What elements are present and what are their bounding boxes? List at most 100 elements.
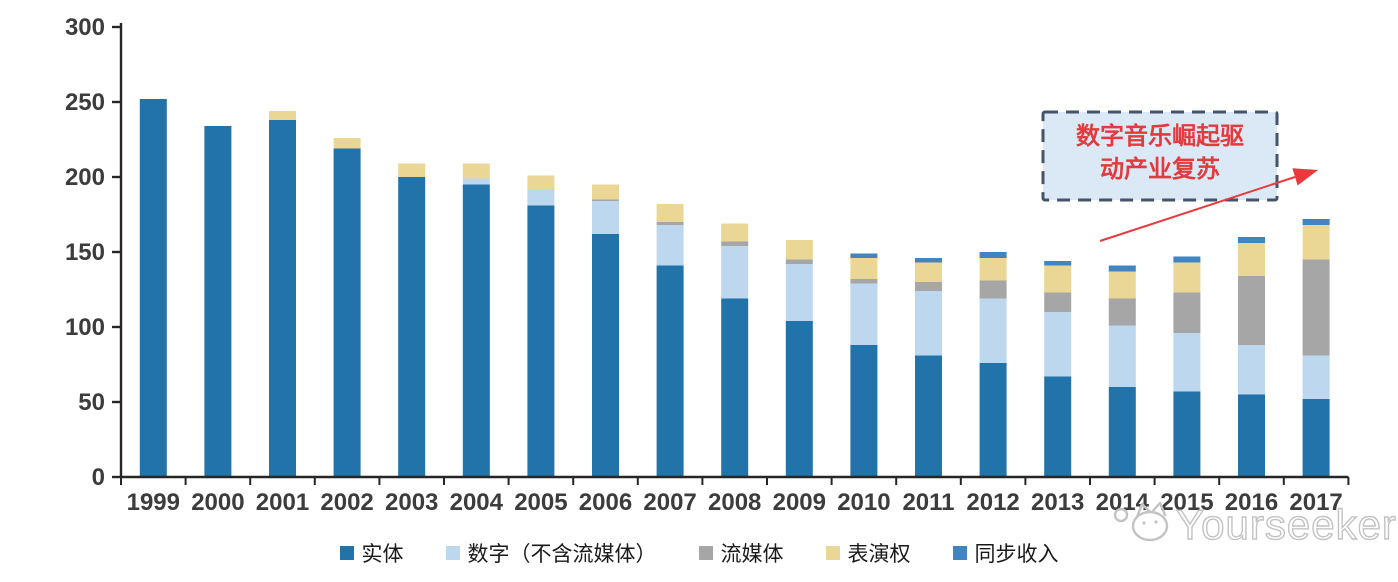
watermark: Yourseeker — [1113, 500, 1397, 549]
bar-2000 — [204, 126, 232, 477]
legend-swatch-streaming — [698, 546, 713, 560]
bars-layer — [139, 99, 1330, 477]
bar-segment-2011-sync — [915, 258, 942, 263]
x-tick-label-2003: 2003 — [385, 489, 438, 516]
y-tick-label-0: 0 — [92, 464, 105, 491]
annotation-text-line2: 动产业复苏 — [1100, 155, 1220, 183]
legend-swatch-digital — [445, 546, 460, 560]
bar-2011 — [915, 258, 942, 477]
bar-segment-2013-sync — [1044, 261, 1072, 266]
bar-segment-2003-performance — [398, 163, 426, 177]
bar-segment-2017-performance — [1302, 225, 1330, 260]
bar-segment-2003-physical — [398, 177, 426, 477]
bar-2015 — [1173, 256, 1201, 477]
bar-segment-2011-digital — [915, 291, 942, 356]
bar-segment-2017-digital — [1302, 355, 1330, 399]
bar-segment-2015-physical — [1173, 391, 1201, 477]
x-tick-label-2005: 2005 — [514, 489, 567, 516]
x-tick-label-1999: 1999 — [127, 489, 180, 516]
cat-logo-icon — [1113, 501, 1169, 542]
legend-swatch-physical — [339, 546, 354, 560]
bar-segment-2015-sync — [1173, 256, 1201, 263]
x-tick-label-2014: 2014 — [1096, 489, 1150, 516]
bar-segment-2017-physical — [1302, 399, 1330, 477]
bar-segment-2014-sync — [1108, 265, 1136, 272]
bar-2013 — [1044, 261, 1072, 477]
bar-segment-2001-physical — [269, 120, 296, 477]
bar-segment-2013-streaming — [1044, 292, 1072, 312]
bar-segment-2013-digital — [1044, 312, 1072, 377]
bar-segment-2006-physical — [592, 234, 619, 477]
bar-segment-2004-performance — [462, 163, 490, 179]
bar-segment-2014-performance — [1108, 271, 1136, 299]
x-tick-label-2016: 2016 — [1225, 489, 1278, 516]
bar-segment-2017-streaming — [1302, 259, 1330, 356]
bar-2001 — [269, 111, 296, 477]
bar-segment-2012-streaming — [979, 280, 1007, 299]
x-tick-label-2004: 2004 — [450, 489, 504, 516]
legend-label-physical: 实体 — [361, 543, 404, 566]
y-tick-label-50: 50 — [78, 389, 105, 416]
bar-segment-2006-streaming — [592, 199, 619, 201]
x-tick-label-2007: 2007 — [643, 489, 696, 516]
bar-segment-2005-physical — [527, 205, 555, 477]
bar-segment-2016-digital — [1238, 345, 1265, 395]
bar-2017 — [1302, 219, 1330, 477]
legend-swatch-performance — [825, 546, 840, 560]
trend-arrow-icon — [1099, 168, 1318, 242]
legend-label-performance: 表演权 — [847, 543, 911, 566]
bar-segment-2008-streaming — [721, 241, 749, 246]
bar-2010 — [850, 253, 878, 477]
bar-2009 — [785, 240, 813, 477]
bar-segment-2012-sync — [979, 252, 1007, 258]
bar-segment-2010-performance — [850, 258, 878, 279]
bar-segment-2015-digital — [1173, 333, 1201, 392]
x-tick-label-2008: 2008 — [708, 489, 761, 516]
bar-segment-2012-physical — [979, 363, 1007, 477]
bar-segment-2014-physical — [1108, 387, 1136, 477]
y-tick-label-200: 200 — [65, 164, 105, 191]
bar-segment-2004-physical — [462, 184, 490, 477]
bar-2008 — [721, 223, 749, 477]
bar-segment-2013-physical — [1044, 376, 1072, 477]
legend-item-sync: 同步收入 — [952, 538, 1059, 568]
annotation-text-line1: 数字音乐崛起驱 — [1076, 122, 1244, 150]
annotation-callout: 数字音乐崛起驱 动产业复苏 — [1041, 110, 1318, 242]
bar-segment-2006-performance — [592, 184, 619, 200]
legend-label-sync: 同步收入 — [974, 543, 1059, 566]
bar-segment-2007-digital — [656, 225, 684, 266]
legend-label-streaming: 流媒体 — [720, 543, 784, 566]
bar-segment-2005-performance — [527, 175, 555, 189]
x-tick-label-2002: 2002 — [320, 489, 373, 516]
bar-segment-2012-performance — [979, 258, 1007, 281]
bar-segment-2010-digital — [850, 283, 878, 345]
bar-segment-2008-performance — [721, 223, 749, 242]
x-tick-label-2012: 2012 — [966, 489, 1019, 516]
bar-segment-2008-physical — [721, 298, 749, 477]
bar-segment-2016-performance — [1238, 243, 1265, 276]
bar-segment-2016-sync — [1238, 237, 1265, 243]
bar-segment-2002-performance — [333, 138, 361, 149]
watermark-text: Yourseeker — [1176, 501, 1397, 548]
bar-segment-2002-physical — [333, 148, 361, 477]
x-tick-label-2009: 2009 — [773, 489, 826, 516]
legend-swatch-sync — [952, 546, 967, 560]
bar-2005 — [527, 175, 555, 477]
bar-segment-2011-streaming — [915, 282, 942, 291]
x-tick-label-2000: 2000 — [191, 489, 244, 516]
bar-segment-2010-physical — [850, 345, 878, 477]
legend-item-performance: 表演权 — [825, 538, 911, 568]
bar-segment-2005-digital — [527, 189, 555, 206]
bar-segment-2000-physical — [204, 126, 232, 477]
x-tick-label-2011: 2011 — [902, 489, 954, 516]
bar-2014 — [1108, 265, 1136, 477]
x-tick-label-2017: 2017 — [1289, 489, 1342, 516]
bar-segment-2007-physical — [656, 265, 684, 477]
bar-2003 — [398, 163, 426, 477]
x-tick-label-2015: 2015 — [1160, 489, 1213, 516]
x-tick-label-2010: 2010 — [837, 489, 890, 516]
axes-layer: 0 50 100 150 200 250 300 1999 2000 2001 2002 2003 20… — [65, 14, 1350, 516]
bar-2004 — [462, 163, 490, 477]
